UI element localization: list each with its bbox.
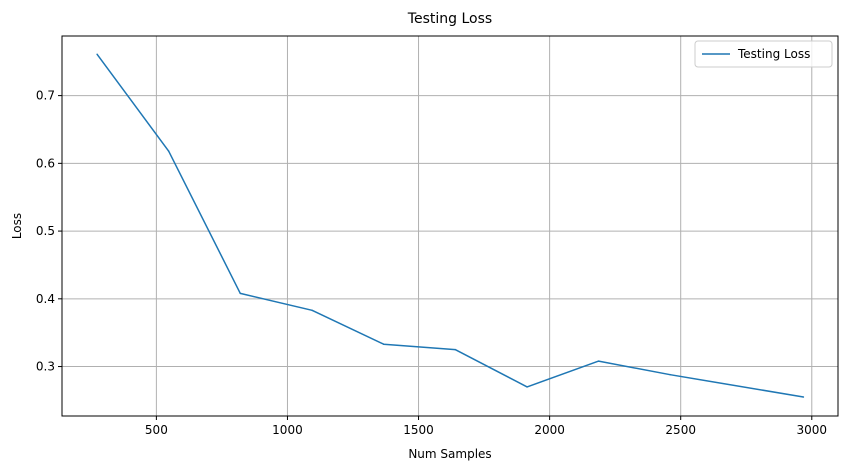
y-axis-label: Loss xyxy=(10,213,24,239)
data-point xyxy=(96,53,98,56)
data-point xyxy=(382,343,385,345)
y-tick-label: 0.6 xyxy=(36,156,55,170)
x-axis-ticks: 500 1000 1500 2000 2500 3000 xyxy=(145,416,827,437)
grid xyxy=(62,36,838,416)
legend-label-testing-loss: Testing Loss xyxy=(737,47,810,61)
x-tick-label: 500 xyxy=(145,423,168,437)
y-tick-label: 0.7 xyxy=(36,89,55,103)
x-tick-label: 3000 xyxy=(797,423,828,437)
data-point xyxy=(597,360,600,362)
legend: Testing Loss xyxy=(694,40,833,68)
data-point xyxy=(669,373,671,376)
data-point xyxy=(311,309,313,312)
legend-box xyxy=(694,40,833,68)
y-axis-ticks: 0.3 0.4 0.5 0.6 0.7 xyxy=(36,89,62,374)
plot-frame xyxy=(61,35,839,417)
series-line-testing-loss xyxy=(96,53,804,398)
x-axis-label: Num Samples xyxy=(408,447,491,461)
data-point xyxy=(526,386,528,388)
x-tick-label: 2500 xyxy=(665,423,696,437)
x-tick-label: 2000 xyxy=(534,423,565,437)
x-tick-label: 1500 xyxy=(403,423,434,437)
data-point xyxy=(239,292,242,295)
data-point xyxy=(454,348,456,351)
series-layer xyxy=(96,53,805,398)
y-tick-label: 0.3 xyxy=(36,360,55,374)
y-tick-label: 0.4 xyxy=(36,292,55,306)
chart-title: Testing Loss xyxy=(407,11,492,27)
data-point xyxy=(167,150,170,152)
data-point xyxy=(802,396,805,398)
x-tick-label: 1000 xyxy=(272,423,303,437)
y-tick-label: 0.5 xyxy=(36,224,55,238)
